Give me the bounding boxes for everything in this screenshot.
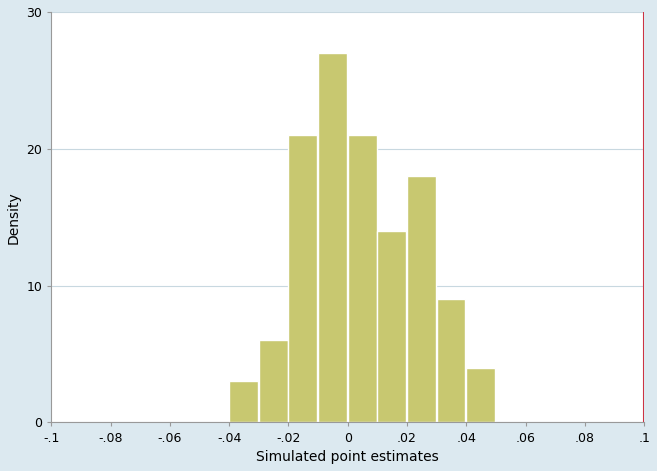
Bar [407,176,436,422]
Bar [377,231,406,422]
Bar [318,53,347,422]
Bar [288,135,317,422]
X-axis label: Simulated point estimates: Simulated point estimates [256,450,439,464]
Bar [229,382,258,422]
Y-axis label: Density: Density [7,191,21,244]
Bar [348,135,376,422]
Bar [259,341,288,422]
Bar [437,299,465,422]
Bar [466,368,495,422]
